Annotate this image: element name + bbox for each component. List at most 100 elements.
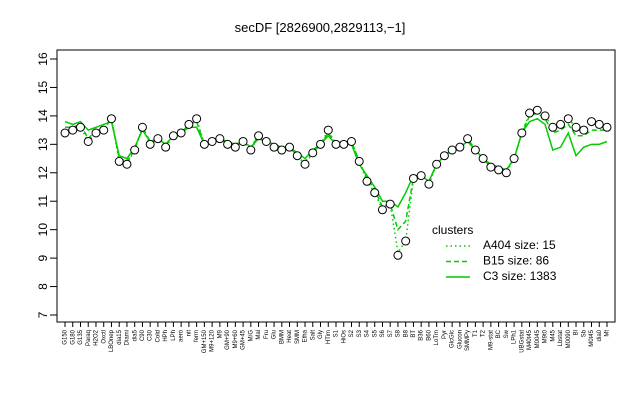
y-tick-label: 16: [36, 52, 50, 66]
data-point: [316, 139, 326, 149]
data-point: [261, 136, 271, 146]
data-point: [455, 142, 465, 152]
data-point: [238, 136, 248, 146]
data-point: [161, 142, 171, 152]
x-tick-label: M45: [550, 329, 556, 341]
x-tick-label: M9+60: [233, 329, 239, 348]
data-point: [571, 122, 581, 132]
data-point: [517, 128, 527, 138]
x-tick-label: Paraq: [86, 330, 92, 346]
data-point: [145, 139, 155, 149]
x-tick-label: GM+90: [225, 329, 231, 350]
x-tick-label: Sb: [581, 329, 587, 337]
x-tick-label: HiOs: [341, 330, 347, 343]
data-point: [463, 134, 473, 144]
data-point: [447, 145, 457, 155]
data-point: [246, 145, 256, 155]
data-point: [223, 139, 233, 149]
data-point: [432, 159, 442, 169]
x-tick-label: BC: [496, 329, 502, 338]
x-tick-label: Salt: [310, 330, 316, 341]
x-tick-label: M9t0: [543, 329, 549, 343]
x-tick-label: HTim: [326, 330, 332, 344]
chart-title: secDF [2826900,2829113,−1]: [235, 20, 406, 35]
x-tick-label: M0045: [535, 329, 541, 348]
x-tick-label: C30: [148, 329, 154, 341]
data-point: [540, 111, 550, 121]
data-point: [346, 136, 356, 146]
x-tick-label: S7: [388, 329, 394, 337]
x-tick-label: M9-stat: [488, 330, 494, 350]
x-tick-label: M/G: [248, 330, 254, 342]
x-tick-label: Cold: [155, 330, 161, 342]
x-tick-label: nit: [186, 330, 192, 337]
data-point: [215, 134, 225, 144]
y-tick-label: 7: [36, 311, 50, 318]
data-point: [470, 145, 480, 155]
data-point: [486, 162, 496, 172]
y-tick-label: 14: [36, 109, 50, 123]
x-tick-label: SMMPy: [465, 330, 471, 351]
x-tick-label: ferm: [194, 330, 200, 342]
x-tick-label: Lbstat: [558, 330, 564, 347]
data-point: [563, 114, 573, 124]
x-tick-label: Sw: [504, 329, 510, 338]
x-tick-label: B60: [426, 329, 432, 340]
data-point: [60, 128, 70, 138]
data-point: [424, 179, 434, 189]
data-point: [285, 142, 295, 152]
legend-label: A404 size: 15: [483, 238, 556, 252]
data-point: [339, 139, 349, 149]
x-tick-label: Bl: [574, 330, 580, 335]
legend-title: clusters: [432, 223, 473, 237]
data-point: [176, 128, 186, 138]
y-tick-label: 8: [36, 283, 50, 290]
data-point: [401, 236, 411, 246]
y-tick-label: 9: [36, 254, 50, 261]
x-tick-label: UBGstat: [519, 330, 525, 353]
data-point: [269, 142, 279, 152]
x-tick-label: Gly: [318, 330, 324, 339]
data-point: [207, 136, 217, 146]
data-point: [509, 154, 519, 164]
data-point: [385, 199, 395, 209]
x-tick-label: Mal: [256, 330, 262, 340]
x-tick-label: BT: [411, 330, 417, 338]
x-tick-label: Etha: [303, 329, 309, 342]
y-tick-label: 15: [36, 80, 50, 94]
x-tick-label: S8: [396, 329, 402, 337]
data-point: [292, 151, 302, 161]
data-point: [230, 142, 240, 152]
x-tick-label: S1: [334, 329, 340, 337]
x-tick-label: S2: [349, 329, 355, 337]
legend-label: C3 size: 1383: [483, 269, 557, 283]
x-tick-label: aero: [179, 329, 185, 342]
data-point: [137, 122, 147, 132]
data-point: [532, 105, 542, 115]
x-tick-label: GM+150: [202, 329, 208, 353]
legend-label: B15 size: 86: [483, 254, 549, 268]
data-point: [501, 168, 511, 178]
x-tick-label: Oxctl: [101, 330, 107, 344]
data-point: [184, 119, 194, 129]
data-point: [308, 148, 318, 158]
x-tick-label: LPh: [171, 330, 177, 341]
x-tick-label: HPh: [163, 330, 169, 342]
x-tick-label: GlcGlc: [450, 330, 456, 348]
data-point: [91, 128, 101, 138]
data-point: [68, 125, 78, 135]
data-point: [114, 156, 124, 166]
x-tick-label: S5: [372, 329, 378, 337]
x-tick-label: Heat: [287, 330, 293, 343]
data-point: [192, 114, 202, 124]
data-point: [106, 114, 116, 124]
x-tick-label: C90: [140, 329, 146, 341]
x-tick-label: T2: [481, 329, 487, 337]
x-tick-label: M9: [217, 329, 223, 338]
data-point: [548, 122, 558, 132]
x-tick-label: dia15: [117, 329, 123, 344]
data-point: [254, 131, 264, 141]
x-tick-label: GM+45: [241, 329, 247, 350]
data-point: [377, 205, 387, 215]
